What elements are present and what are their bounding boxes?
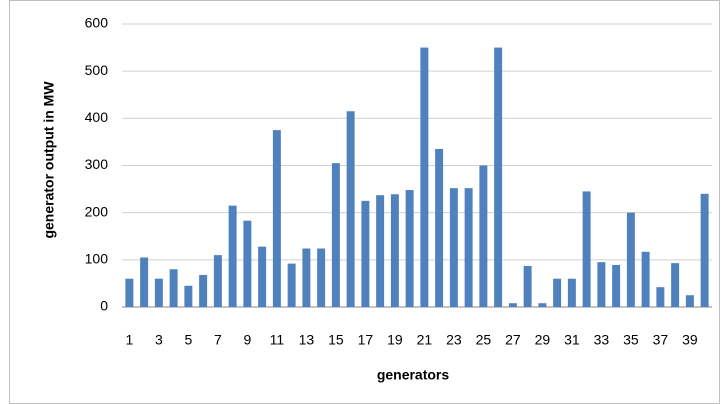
x-tick-label: 15: [328, 332, 344, 348]
bar: [567, 278, 576, 307]
y-tick-label: 0: [100, 298, 108, 314]
x-tick-label: 31: [564, 332, 580, 348]
bar: [213, 255, 222, 307]
bar: [287, 263, 296, 307]
bar: [272, 130, 281, 307]
x-axis-title: generators: [377, 367, 450, 383]
bar: [184, 285, 193, 307]
bar: [405, 190, 414, 307]
x-tick-label: 21: [417, 332, 433, 348]
x-tick-label: 7: [214, 332, 222, 348]
x-tick-label: 39: [682, 332, 698, 348]
x-tick-label: 3: [155, 332, 163, 348]
x-tick-label: 25: [476, 332, 492, 348]
bar: [494, 47, 503, 307]
bar: [376, 195, 385, 307]
bar: [302, 248, 311, 307]
x-tick-label: 37: [653, 332, 669, 348]
bar: [420, 47, 429, 307]
bar: [479, 165, 488, 307]
bar: [641, 251, 650, 307]
y-axis-title: generator output in MW: [41, 81, 57, 239]
x-tick-label: 29: [535, 332, 551, 348]
bar: [553, 278, 562, 307]
bar: [671, 263, 680, 307]
bar: [228, 205, 237, 307]
bar: [700, 193, 709, 307]
x-tick-label: 27: [505, 332, 521, 348]
bar: [612, 265, 621, 307]
bar: [523, 265, 532, 307]
bar: [154, 278, 163, 307]
y-tick-label: 300: [85, 156, 109, 172]
x-tick-label: 9: [243, 332, 251, 348]
bar: [317, 248, 326, 307]
bar: [331, 163, 340, 307]
bar: [597, 262, 606, 307]
y-tick-label: 500: [85, 62, 109, 78]
x-tick-label: 1: [125, 332, 133, 348]
bar: [125, 278, 134, 307]
x-tick-label: 11: [270, 332, 285, 348]
bar: [538, 303, 547, 307]
bar: [626, 212, 635, 307]
x-tick-label: 33: [594, 332, 610, 348]
bar: [140, 257, 149, 307]
x-tick-label: 19: [387, 332, 403, 348]
x-tick-label: 13: [299, 332, 315, 348]
bar: [243, 220, 252, 307]
y-tick-label: 200: [85, 203, 109, 219]
bar: [361, 200, 370, 307]
x-tick-label: 5: [184, 332, 192, 348]
bar: [464, 188, 473, 307]
bar: [169, 269, 178, 307]
bar: [390, 194, 399, 307]
x-tick-label: 23: [446, 332, 462, 348]
x-tick-label: 35: [623, 332, 639, 348]
y-tick-label: 100: [85, 251, 109, 267]
bar: [656, 287, 665, 307]
bar: [258, 246, 267, 307]
bar: [508, 303, 517, 307]
y-tick-label: 600: [85, 15, 109, 31]
x-tick-label: 17: [358, 332, 374, 348]
bar: [199, 274, 208, 307]
bar: [346, 111, 355, 307]
y-tick-label: 400: [85, 109, 109, 125]
bar: [685, 295, 694, 307]
bar: [449, 188, 458, 307]
bar: [582, 191, 591, 307]
bar: [435, 148, 444, 307]
